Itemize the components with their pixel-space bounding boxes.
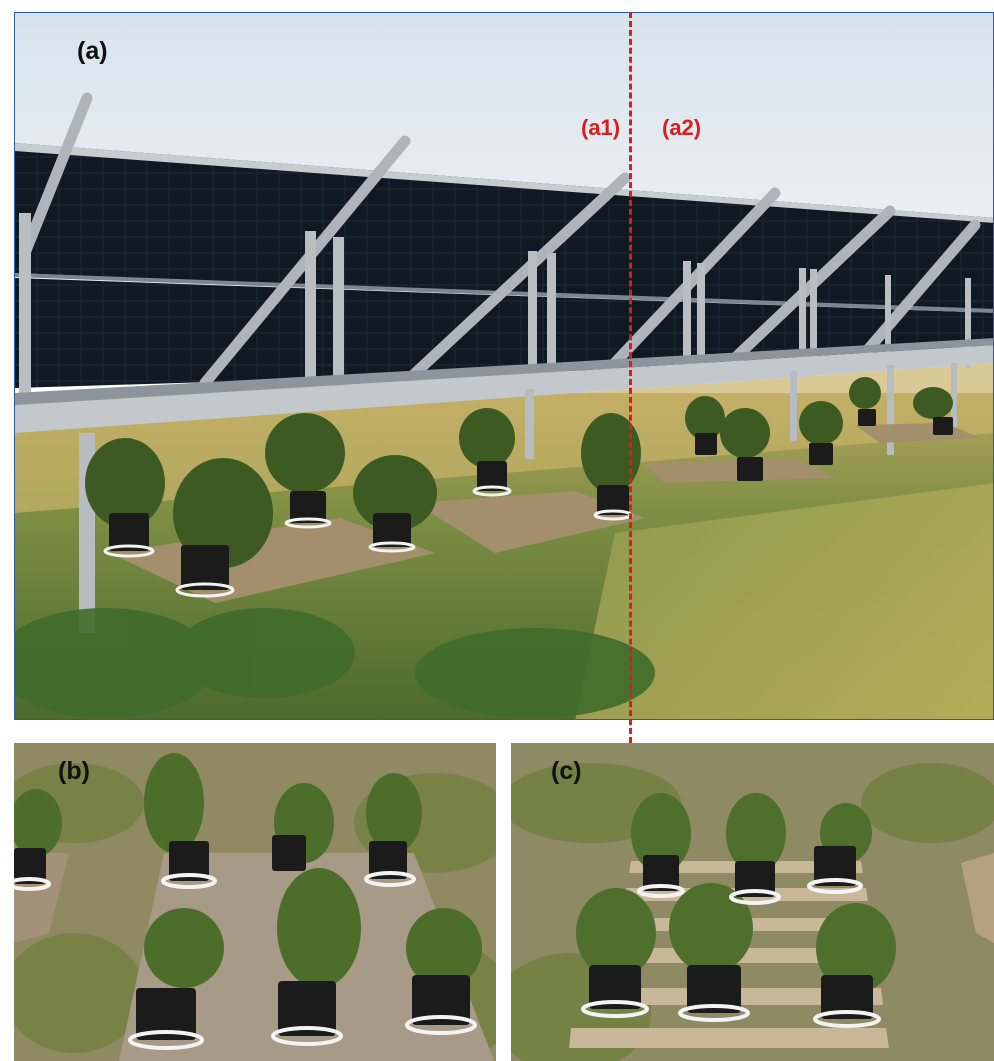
horizontal-rail (15, 345, 993, 433)
pallet-scene-b (14, 743, 496, 1061)
zone-label-a1: (a1) (581, 115, 621, 140)
saucers-b (14, 871, 477, 1050)
solar-panel-row-upper (15, 143, 993, 313)
pots-b (14, 835, 470, 1040)
panel-label-a: (a) (77, 37, 108, 65)
black-pots (109, 409, 953, 590)
zone-divider-line (629, 12, 632, 743)
photo-agrivoltaic-array: (a) (a1) (a2) (14, 12, 994, 720)
photo-pallet-plants-b: (b) (14, 743, 496, 1061)
array-scene (15, 13, 993, 719)
potted-plants-foliage (85, 377, 953, 568)
plant-foliage-c (576, 793, 896, 993)
foreground-weeds (15, 608, 655, 718)
photo-pallet-plants-c: (c) (511, 743, 994, 1061)
saucers-c (581, 878, 881, 1028)
white-saucers (103, 485, 633, 598)
tall-grass-right (575, 483, 993, 719)
panel-label-c: (c) (551, 757, 582, 785)
plant-foliage-b (14, 753, 482, 988)
pallet-scene-c (511, 743, 994, 1061)
zone-label-a2: (a2) (662, 115, 702, 140)
vertical-posts (19, 213, 971, 413)
pots-c (589, 846, 873, 1019)
panel-label-b: (b) (58, 757, 90, 785)
